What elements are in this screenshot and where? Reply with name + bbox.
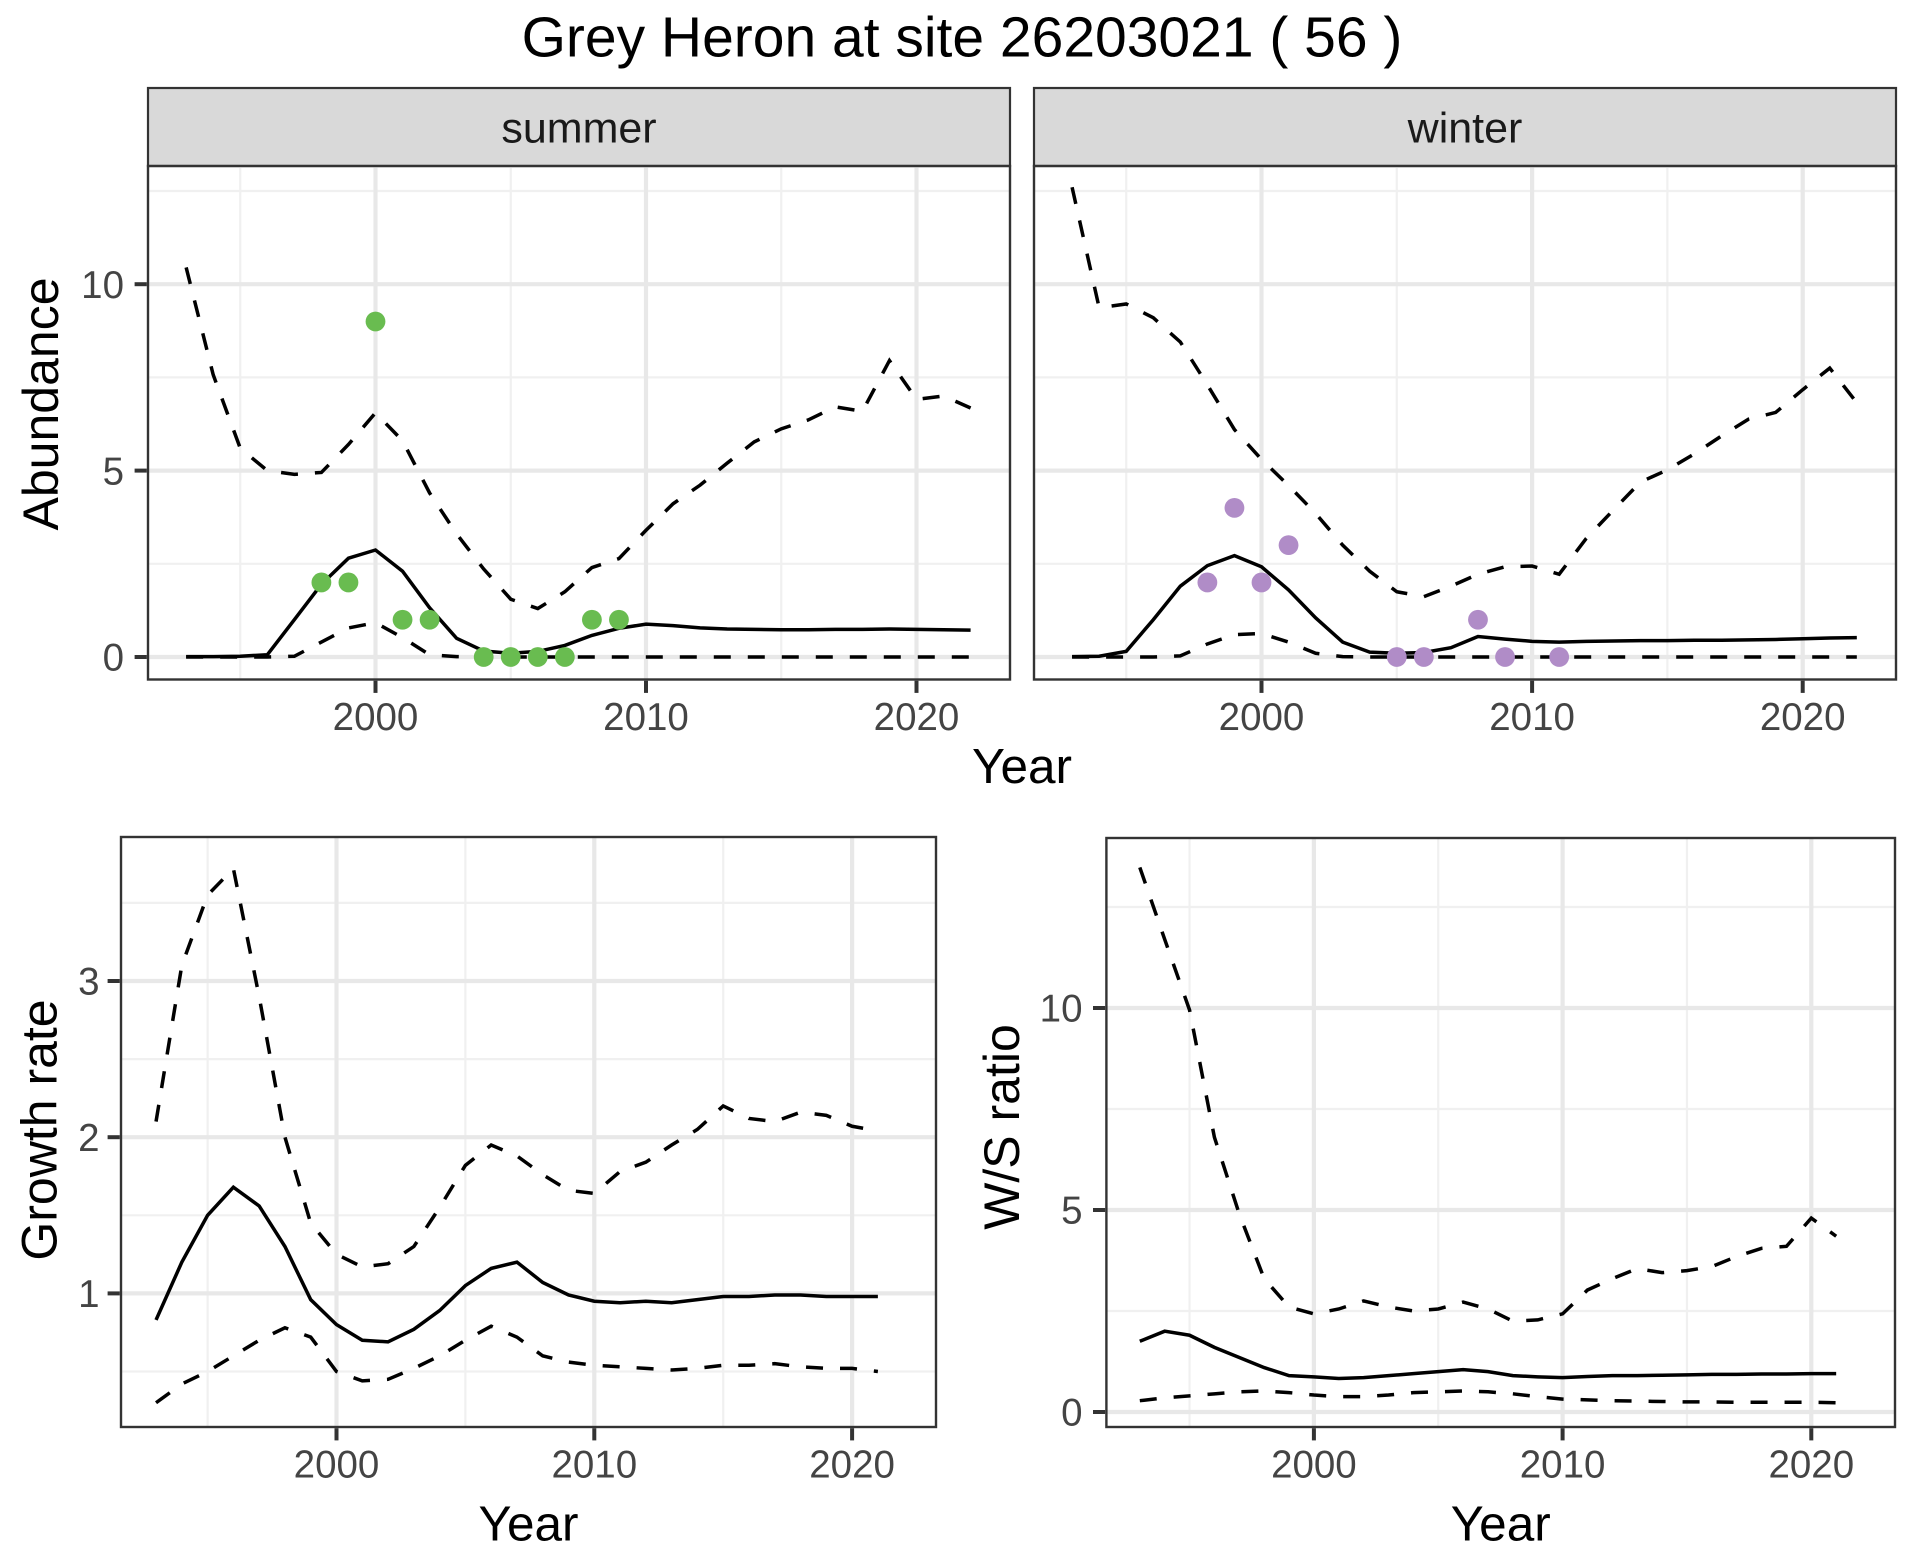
svg-text:2010: 2010 — [1489, 696, 1575, 739]
svg-text:2010: 2010 — [603, 696, 689, 739]
svg-text:2010: 2010 — [551, 1443, 637, 1486]
svg-text:2020: 2020 — [874, 696, 960, 739]
svg-text:2020: 2020 — [809, 1443, 895, 1486]
svg-text:2000: 2000 — [294, 1443, 380, 1486]
svg-text:Grey Heron at site 26203021 (: Grey Heron at site 26203021 ( 56 ) — [522, 6, 1403, 70]
svg-text:2000: 2000 — [1219, 696, 1305, 739]
svg-text:2: 2 — [78, 1117, 99, 1160]
svg-text:1: 1 — [78, 1273, 99, 1316]
svg-text:2000: 2000 — [1271, 1443, 1357, 1486]
svg-text:Year: Year — [972, 739, 1072, 794]
svg-text:10: 10 — [1040, 988, 1083, 1031]
svg-text:3: 3 — [78, 961, 99, 1004]
svg-text:5: 5 — [103, 450, 124, 493]
svg-text:0: 0 — [1061, 1392, 1082, 1435]
svg-text:2000: 2000 — [333, 696, 419, 739]
svg-text:Abundance: Abundance — [13, 277, 69, 530]
svg-text:5: 5 — [1061, 1190, 1082, 1233]
svg-text:2020: 2020 — [1760, 696, 1846, 739]
svg-text:0: 0 — [103, 637, 124, 680]
svg-text:winter: winter — [1407, 105, 1523, 153]
svg-text:Growth rate: Growth rate — [12, 999, 68, 1260]
svg-text:Year: Year — [1451, 1497, 1551, 1552]
svg-text:10: 10 — [81, 264, 124, 307]
svg-text:summer: summer — [501, 105, 656, 153]
svg-text:2010: 2010 — [1520, 1443, 1606, 1486]
svg-text:2020: 2020 — [1768, 1443, 1854, 1486]
svg-text:W/S ratio: W/S ratio — [974, 1024, 1030, 1230]
svg-text:Year: Year — [478, 1497, 578, 1552]
